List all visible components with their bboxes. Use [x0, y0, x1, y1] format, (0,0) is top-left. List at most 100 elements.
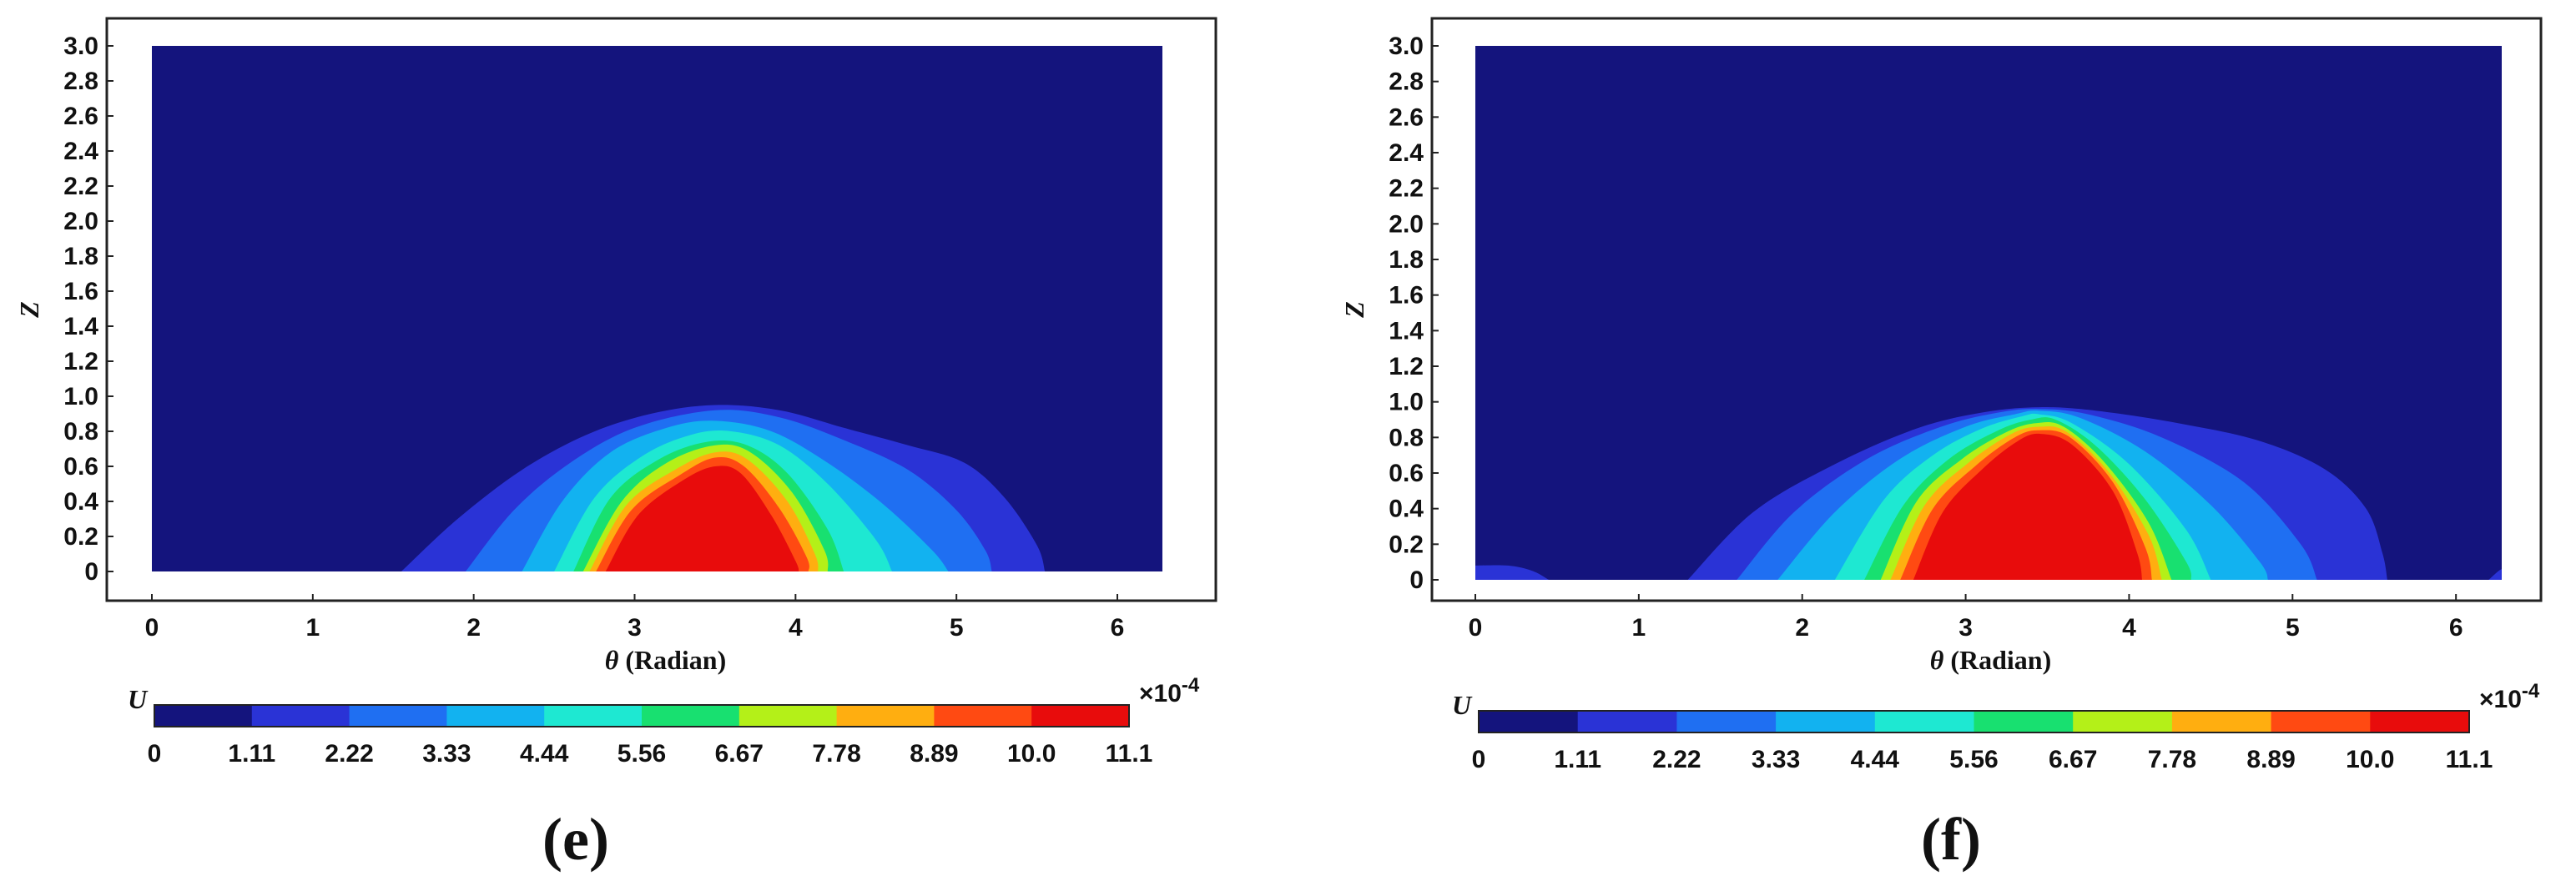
colorbar-tick-label: 3.33 [422, 740, 471, 768]
colorbar-swatch [2171, 711, 2272, 732]
colorbar: 0 1.11 2.22 3.33 4.44 5.56 6.67 7.78 8.89 10.0 11.… [1452, 680, 2540, 773]
x-axis-label: θ (Radian) [605, 645, 727, 675]
panel-e: 0 0.2 0.4 0.6 0.8 1.0 1.2 1.4 1.6 1.8 2.0 2.2 2.4 2.6… [14, 17, 1217, 873]
colorbar-swatch [154, 705, 253, 727]
colorbar-tick-label: 10.0 [1007, 740, 1056, 768]
colorbar-tick-label: 1.11 [1554, 746, 1601, 773]
y-tick-label: 0.6 [63, 453, 98, 481]
colorbar-swatch [2370, 711, 2470, 732]
x-tick-label: 5 [950, 614, 964, 642]
contour-band-10 [1913, 433, 2143, 580]
panel-label: (e) [542, 806, 609, 873]
y-tick-label: 2.4 [1389, 139, 1424, 167]
y-tick-label: 0.6 [1389, 460, 1424, 487]
y-tick-label: 2.2 [63, 173, 98, 200]
x-axis-label: θ (Radian) [1930, 645, 2052, 675]
y-tick-label: 0.8 [63, 418, 98, 446]
y-tick-label: 3.0 [1389, 33, 1424, 60]
colorbar-tick-label: 7.78 [812, 740, 860, 768]
colorbar-tick-label: 4.44 [1851, 746, 1900, 773]
colorbar-swatch [251, 705, 350, 727]
x-tick-label: 2 [466, 614, 481, 642]
colorbar-swatch [1479, 711, 1579, 732]
colorbar-tick-label: 10.0 [2346, 746, 2394, 773]
colorbar-swatch [446, 705, 545, 727]
y-tick-label: 1.2 [63, 348, 98, 375]
x-tick-label: 0 [1469, 614, 1483, 642]
y-tick-label: 2.4 [63, 138, 98, 165]
x-tick-label: 4 [789, 614, 803, 642]
x-tick-label: 5 [2286, 614, 2300, 642]
colorbar-tick-label: 8.89 [2246, 746, 2295, 773]
colorbar-swatch [1676, 711, 1777, 732]
y-tick-label: 1.4 [1389, 317, 1424, 345]
colorbar-swatch [1974, 711, 2074, 732]
y-tick-label: 2.8 [1389, 68, 1424, 96]
y-tick-label: 0.2 [63, 523, 98, 551]
panel-f: 0 0.2 0.4 0.6 0.8 1.0 1.2 1.4 1.6 1.8 2.0 2.2 2.4 2.6… [1339, 17, 2543, 873]
x-tick-label: 6 [1111, 614, 1125, 642]
colorbar-tick-label: 0 [1472, 746, 1486, 773]
x-tick-label: 2 [1795, 614, 1809, 642]
y-tick-label: 0 [84, 558, 98, 586]
colorbar-tick-label: 6.67 [715, 740, 764, 768]
y-tick-label: 1.6 [1389, 282, 1424, 310]
colorbar: 0 1.11 2.22 3.33 4.44 5.56 6.67 7.78 8.89 10.0 11.… [128, 674, 1200, 768]
colorbar-swatch [349, 705, 447, 727]
y-tick-label: 0.4 [63, 488, 98, 516]
x-tick-label: 1 [305, 614, 320, 642]
y-tick-label: 2.0 [1389, 210, 1424, 238]
colorbar-tick-label: 2.22 [325, 740, 373, 768]
x-tick-label: 6 [2449, 614, 2463, 642]
contour-fills [401, 405, 1046, 571]
colorbar-tick-label: 3.33 [1752, 746, 1800, 773]
colorbar-border [154, 704, 1130, 727]
colorbar-swatch [1577, 711, 1677, 732]
y-axis-label: Z [1339, 301, 1369, 319]
colorbar-label: U [1452, 690, 1473, 720]
colorbar-swatch [1874, 711, 1974, 732]
contour-edge-spot [1475, 565, 1550, 580]
contour-fills [1475, 407, 2502, 580]
y-tick-label: 2.0 [63, 208, 98, 235]
y-tick-label: 1.4 [63, 313, 98, 340]
colorbar-tick-label: 8.89 [910, 740, 958, 768]
y-tick-label: 2.8 [63, 68, 98, 95]
colorbar-swatch [2271, 711, 2371, 732]
y-tick-label: 0.8 [1389, 424, 1424, 451]
colorbar-tick-label: 4.44 [520, 740, 569, 768]
panel-label: (f) [1921, 806, 1981, 873]
x-tick-label: 4 [2122, 614, 2136, 642]
y-tick-label: 1.8 [1389, 246, 1424, 274]
x-tick-label: 3 [628, 614, 642, 642]
colorbar-tick-label: 11.1 [1106, 740, 1153, 768]
colorbar-swatch [544, 705, 643, 727]
contour-band-10 [605, 466, 799, 571]
colorbar-tick-label: 6.67 [2049, 746, 2097, 773]
colorbar-multiplier: ×10-4 [1139, 674, 1200, 707]
colorbar-tick-label: 2.22 [1652, 746, 1701, 773]
colorbar-border [1478, 710, 2470, 733]
colorbar-tick-label: 11.1 [2446, 746, 2493, 773]
y-tick-label: 1.6 [63, 278, 98, 305]
colorbar-tick-label: 7.78 [2148, 746, 2196, 773]
y-tick-label: 1.2 [1389, 353, 1424, 380]
y-tick-label: 1.0 [63, 383, 98, 410]
colorbar-tick-label: 5.56 [1949, 746, 1998, 773]
y-axis-label: Z [14, 301, 44, 319]
y-tick-label: 0.4 [1389, 496, 1424, 523]
contour-edge-spot [2488, 569, 2502, 580]
x-tick-label: 0 [145, 614, 159, 642]
colorbar-swatch [836, 705, 935, 727]
y-tick-label: 1.0 [1389, 389, 1424, 416]
colorbar-swatch [642, 705, 740, 727]
colorbar-tick-label: 0 [148, 740, 162, 768]
x-tick-label: 3 [1958, 614, 1973, 642]
x-tick-label: 1 [1632, 614, 1646, 642]
colorbar-tick-label: 5.56 [618, 740, 666, 768]
y-tick-label: 2.2 [1389, 175, 1424, 203]
colorbar-swatch [934, 705, 1032, 727]
colorbar-label: U [128, 684, 149, 714]
colorbar-swatch [1031, 705, 1130, 727]
